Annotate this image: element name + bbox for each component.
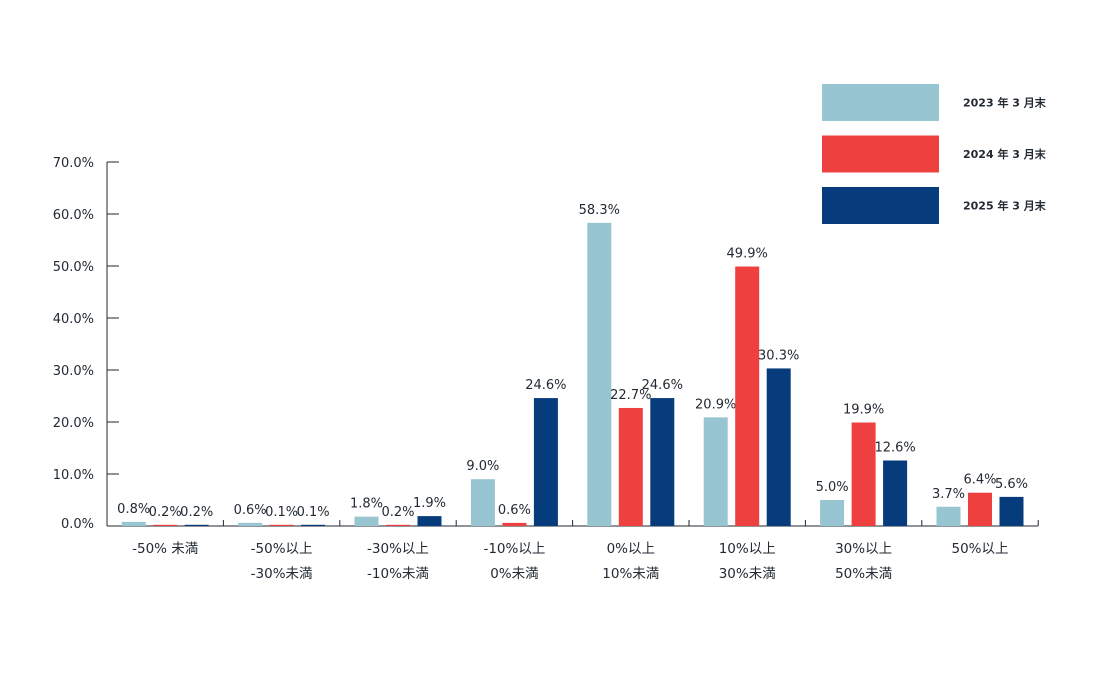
data-label: 24.6% [525,378,566,393]
bar [121,521,146,526]
data-label: 9.0% [466,459,499,474]
x-category-label: -50%以上 [251,541,313,557]
bar [883,460,908,526]
bar [301,524,326,526]
bar [470,479,495,526]
bar [618,407,643,526]
bar [820,500,845,526]
x-category-label: -10%以上 [483,541,545,557]
bar [851,422,876,526]
data-label: 0.1% [297,505,330,520]
bar [354,516,379,526]
data-label: 0.8% [117,502,150,517]
y-tick-label: 10.0% [53,468,94,483]
data-label: 1.8% [350,497,383,512]
data-label: 0.2% [180,505,213,520]
x-category-label: 0%以上 [607,541,655,557]
y-tick-label: 20.0% [53,416,94,431]
y-tick-label: 0.0% [61,517,94,532]
legend-label: 2023 年 3 月末 [963,96,1047,110]
data-label: 20.9% [695,397,736,412]
data-label: 1.9% [413,496,446,511]
y-tick-label: 70.0% [53,156,94,171]
data-label: 30.3% [758,348,799,363]
data-label: 19.9% [843,403,884,418]
legend-swatch [822,187,939,224]
x-category-label: 50%以上 [951,541,1008,557]
x-category-label: -50% 未満 [132,541,198,557]
bar [386,524,410,526]
x-category-label: 0%未満 [490,566,538,582]
data-label: 0.2% [381,505,414,520]
data-label: 0.1% [265,505,298,520]
bar [238,522,263,526]
bar [184,524,209,526]
x-category-label: -30%未満 [251,566,313,582]
x-category-label: 30%未満 [719,566,776,582]
x-category-label: 30%以上 [835,541,892,557]
legend-swatch [822,135,939,173]
data-label: 0.2% [149,505,182,520]
x-category-label: 10%以上 [719,541,776,557]
data-label: 0.6% [234,503,267,518]
legend-label: 2025 年 3 月末 [963,199,1047,213]
x-category-label: -10%未満 [367,566,429,582]
y-tick-label: 50.0% [53,260,94,275]
bar [587,222,612,526]
bar [417,516,442,526]
data-label: 49.9% [727,247,768,262]
data-label: 22.7% [610,388,651,403]
y-tick-label: 30.0% [53,364,94,379]
bar [502,522,527,526]
data-label: 0.6% [498,503,531,518]
x-category-label: -30%以上 [367,541,429,557]
legend-swatch [822,84,939,121]
data-label: 5.0% [816,480,849,495]
data-label: 12.6% [874,440,915,455]
data-label: 5.6% [995,477,1028,492]
data-label: 6.4% [963,473,996,488]
x-category-label: 50%未満 [835,566,892,582]
legend-label: 2024 年 3 月末 [963,147,1047,161]
bar [999,496,1024,526]
data-label: 3.7% [932,487,965,502]
y-tick-label: 40.0% [53,312,94,327]
bar [968,492,992,526]
data-label: 24.6% [642,378,683,393]
bar [650,398,675,526]
y-tick-label: 60.0% [53,208,94,223]
bar [153,524,178,526]
bar [703,417,728,526]
bar [936,506,961,526]
bar [533,398,558,526]
x-category-label: 10%未満 [602,566,659,582]
data-label: 58.3% [579,203,620,218]
bar [766,368,791,526]
bar [735,266,760,526]
bar [269,524,294,526]
